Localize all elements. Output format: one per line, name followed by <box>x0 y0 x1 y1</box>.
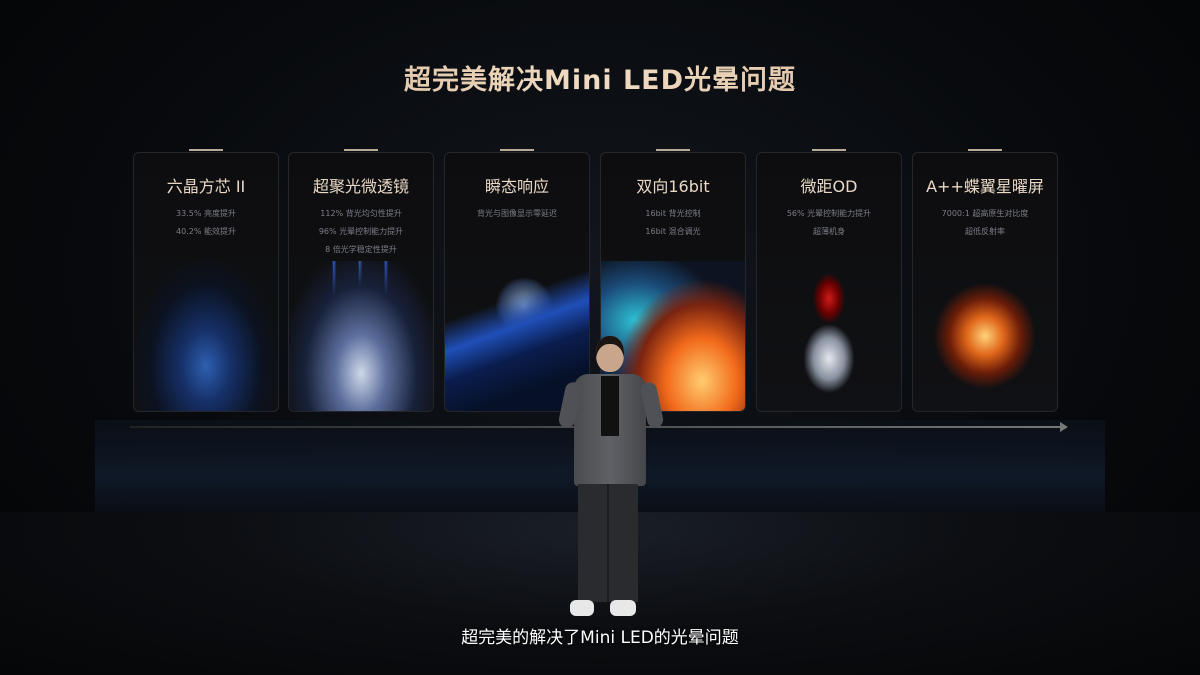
feature-card-image <box>289 261 433 411</box>
presenter-left-shoe <box>570 600 594 616</box>
caption-subtitle: 超完美的解决了Mini LED的光晕问题 <box>461 628 739 648</box>
feature-card-stat: 96% 光晕控制能力提升 <box>318 227 404 236</box>
feature-card-stat: 33.5% 亮度提升 <box>176 209 236 218</box>
feature-card-title: 六晶方芯 II <box>166 177 246 196</box>
card-top-marker <box>968 149 1002 151</box>
feature-card: 双向16bit 16bit 背光控制 16bit 混合调光 <box>600 152 746 412</box>
feature-card-stat: 40.2% 能效提升 <box>176 227 236 236</box>
card-top-marker <box>812 149 846 151</box>
feature-card-stat: 56% 光晕控制能力提升 <box>786 209 872 218</box>
feature-card-image <box>134 261 278 411</box>
feature-card-image <box>913 261 1057 411</box>
feature-card-stat: 超薄机身 <box>813 227 845 236</box>
card-top-marker <box>344 149 378 151</box>
feature-card-stat: 背光与图像显示零延迟 <box>477 209 557 218</box>
feature-card: 瞬态响应背光与图像显示零延迟 <box>444 152 590 412</box>
feature-card-stat: 112% 背光均匀性提升 <box>320 209 402 218</box>
feature-card-title: 超聚光微透镜 <box>312 177 409 196</box>
feature-card-stat: 8 倍光学稳定性提升 <box>325 245 397 254</box>
feature-card-stat: 16bit 混合调光 <box>645 227 701 236</box>
feature-card: A++蝶翼星曜屏 7000:1 超高原生对比度 超低反射率 <box>912 152 1058 412</box>
presenter-shirt <box>601 376 619 436</box>
card-top-marker <box>500 149 534 151</box>
feature-card: 微距OD 56% 光晕控制能力提升 超薄机身 <box>756 152 902 412</box>
card-top-marker <box>189 149 223 151</box>
feature-card-image <box>757 261 901 411</box>
feature-card: 六晶方芯 II 33.5% 亮度提升 40.2% 能效提升 <box>133 152 279 412</box>
feature-card-title: 双向16bit <box>636 177 710 196</box>
presenter-head <box>596 336 624 372</box>
feature-card-stat: 超低反射率 <box>965 227 1005 236</box>
feature-card-stat: 7000:1 超高原生对比度 <box>941 209 1029 218</box>
presenter-pants <box>578 484 638 602</box>
slide-title: 超完美解决Mini LED光晕问题 <box>0 58 1200 97</box>
feature-card-title: 微距OD <box>800 177 858 196</box>
feature-card: 超聚光微透镜 112% 背光均匀性提升 96% 光晕控制能力提升 8 倍光学稳定性提升 <box>288 152 434 412</box>
arrow-head-icon <box>1060 422 1068 432</box>
presenter-right-shoe <box>610 600 636 616</box>
feature-card-stat: 16bit 背光控制 <box>645 209 701 218</box>
feature-card-title: A++蝶翼星曜屏 <box>926 177 1044 196</box>
feature-card-title: 瞬态响应 <box>484 177 549 196</box>
card-top-marker <box>656 149 690 151</box>
